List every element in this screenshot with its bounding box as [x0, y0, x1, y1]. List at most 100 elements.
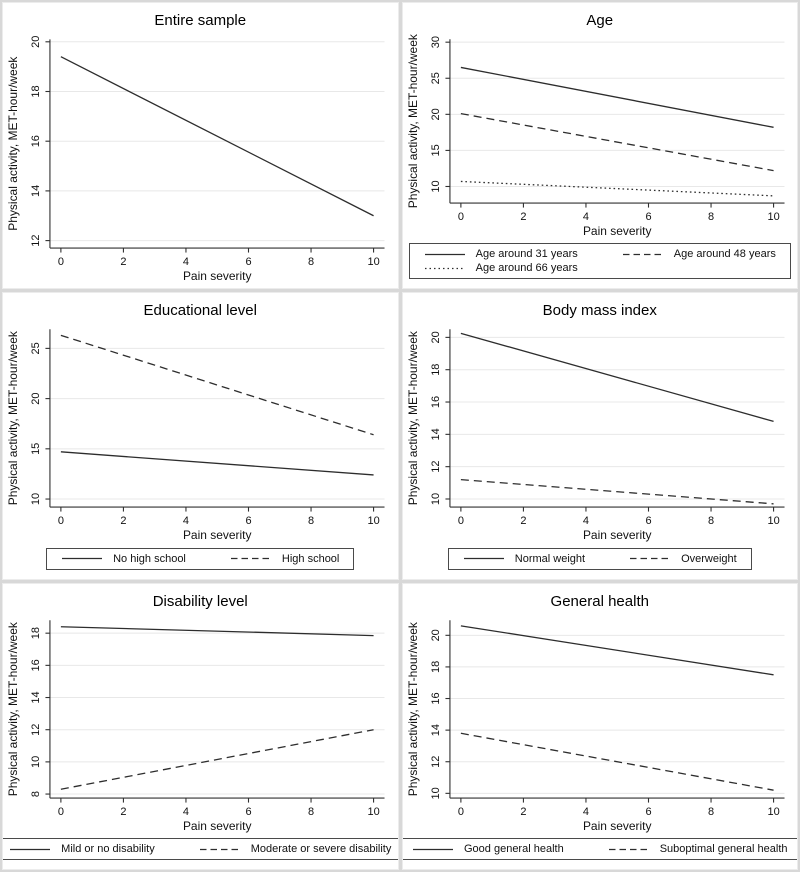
chart-panel-general-health: General health 10 12 14 16 18 20 0 2 4 6 8 10 Physic…	[401, 582, 798, 870]
x-tick-label: 0	[457, 211, 463, 223]
legend-item: Mild or no disability	[9, 843, 155, 855]
y-tick-label: 10	[429, 180, 441, 192]
y-tick-label: 20	[429, 629, 441, 641]
legend-item: No high school	[61, 553, 186, 565]
y-tick-label: 16	[429, 396, 441, 408]
legend-label: Age around 48 years	[673, 248, 776, 261]
legend-label: Normal weight	[514, 552, 586, 565]
y-tick-label: 12	[30, 234, 42, 246]
x-axis-title: Pain severity	[582, 224, 651, 238]
x-tick-label: 4	[183, 515, 189, 527]
legend-item: Age around 48 years	[622, 248, 776, 260]
y-tick-label: 14	[30, 185, 42, 197]
chart-panel-age: Age 10 15 20 25 30 0 2 4 6 8 10 Physical activity, …	[401, 2, 798, 290]
series-line-age-around-48-years	[460, 112, 774, 172]
series-line-high-school	[60, 335, 374, 436]
legend-line-swatch-dash	[199, 848, 240, 850]
legend-line-swatch-dash	[230, 558, 271, 560]
legend-line-swatch-dash	[622, 253, 663, 255]
y-tick-label: 16	[30, 135, 42, 147]
legend-line-swatch-dash	[630, 558, 671, 560]
y-tick-label: 18	[30, 85, 42, 97]
y-tick-label: 10	[429, 493, 441, 505]
x-axis-title: Pain severity	[582, 528, 651, 542]
y-tick-label: 20	[30, 393, 42, 405]
plot-area-entire-sample: 12 14 16 18 20 0 2 4 6 8 10 Physical activity, MET-…	[6, 36, 385, 283]
legend: Age around 31 years Age around 48 years Ag…	[408, 243, 791, 280]
y-tick-label: 30	[429, 36, 441, 48]
y-tick-label: 20	[30, 36, 42, 48]
legend-item: Age around 31 years	[424, 248, 578, 260]
legend-item: Good general health	[412, 843, 564, 855]
x-axis-title: Pain severity	[183, 819, 252, 833]
y-tick-label: 16	[30, 659, 42, 671]
legend: No high school High school	[46, 547, 355, 570]
y-tick-label: 15	[30, 443, 42, 455]
y-axis-title: Physical activity, MET-hour/week	[6, 57, 20, 231]
legend-line-swatch-dash	[608, 848, 649, 850]
x-tick-label: 0	[58, 515, 64, 527]
legend-label: Good general health	[464, 843, 564, 855]
chart-title-educational-level: Educational level	[143, 302, 257, 320]
x-tick-label: 6	[245, 515, 251, 527]
x-tick-label: 6	[245, 256, 251, 268]
legend: Mild or no disability Moderate or severe …	[2, 838, 398, 860]
y-tick-label: 10	[30, 755, 42, 767]
x-tick-label: 2	[520, 806, 526, 818]
y-tick-label: 20	[429, 332, 441, 344]
legend-item: Moderate or severe disability	[199, 843, 392, 855]
legend-line-swatch-dot	[424, 267, 465, 269]
y-tick-label: 8	[30, 791, 42, 797]
x-tick-label: 6	[645, 806, 651, 818]
x-tick-label: 2	[520, 515, 526, 527]
y-tick-label: 12	[429, 461, 441, 473]
legend-label: Overweight	[681, 552, 737, 565]
series-line-age-around-31-years	[460, 66, 774, 128]
x-tick-label: 10	[367, 515, 379, 527]
legend-item: Overweight	[629, 553, 737, 565]
plot-area-disability-level: 8 10 12 14 16 18 0 2 4 6 8 10 Physical activity, MET…	[6, 619, 385, 833]
x-tick-label: 2	[120, 256, 126, 268]
x-tick-label: 2	[120, 515, 126, 527]
chart-panel-entire-sample: Entire sample 12 14 16 18 20 0 2 4 6 8 10 Physical …	[2, 2, 399, 290]
y-tick-label: 10	[30, 493, 42, 505]
y-tick-label: 18	[30, 627, 42, 639]
plot-area-general-health: 10 12 14 16 18 20 0 2 4 6 8 10 Physical activity, ME…	[405, 619, 785, 833]
series-line-overweight	[460, 479, 774, 505]
legend-label: High school	[281, 552, 340, 565]
y-tick-label: 15	[429, 144, 441, 156]
x-tick-label: 8	[707, 806, 713, 818]
legend-label: Suboptimal general health	[659, 843, 788, 855]
plot-area-age: 10 15 20 25 30 0 2 4 6 8 10 Physical activity, MET-…	[405, 34, 785, 238]
y-axis-title: Physical activity, MET-hour/week	[6, 331, 20, 505]
x-tick-label: 4	[582, 211, 588, 223]
y-tick-label: 20	[429, 108, 441, 120]
series-line-no-high-school	[60, 451, 374, 476]
y-tick-label: 12	[30, 723, 42, 735]
legend-label: Moderate or severe disability	[250, 843, 392, 855]
plot-area-body-mass-index: 10 12 14 16 18 20 0 2 4 6 8 10 Physical activity, ME…	[405, 329, 785, 542]
y-axis-title: Physical activity, MET-hour/week	[405, 622, 419, 796]
legend-item: High school	[230, 553, 339, 565]
chart-title-entire-sample: Entire sample	[154, 12, 247, 29]
legend-item: Age around 66 years	[424, 262, 578, 274]
y-tick-label: 16	[429, 692, 441, 704]
x-axis-title: Pain severity	[183, 269, 252, 283]
series-line-series-0	[60, 56, 374, 217]
x-tick-label: 8	[308, 806, 314, 818]
series-line-normal-weight	[460, 333, 774, 423]
series-line-good-general-health	[460, 624, 774, 676]
legend-line-swatch-solid	[62, 558, 103, 560]
legend-item: Normal weight	[463, 553, 585, 565]
y-tick-label: 14	[429, 429, 441, 441]
x-tick-label: 6	[645, 515, 651, 527]
x-tick-label: 8	[707, 515, 713, 527]
x-axis-title: Pain severity	[582, 819, 651, 833]
x-tick-label: 0	[457, 515, 463, 527]
x-tick-label: 4	[183, 806, 189, 818]
legend: Good general health Suboptimal general he…	[402, 838, 798, 860]
chart-panel-disability-level: Disability level 8 10 12 14 16 18 0 2 4 6 8 10 Physi…	[2, 582, 399, 870]
y-tick-label: 25	[429, 72, 441, 84]
x-tick-label: 0	[58, 806, 64, 818]
legend-label: Age around 66 years	[475, 262, 578, 275]
